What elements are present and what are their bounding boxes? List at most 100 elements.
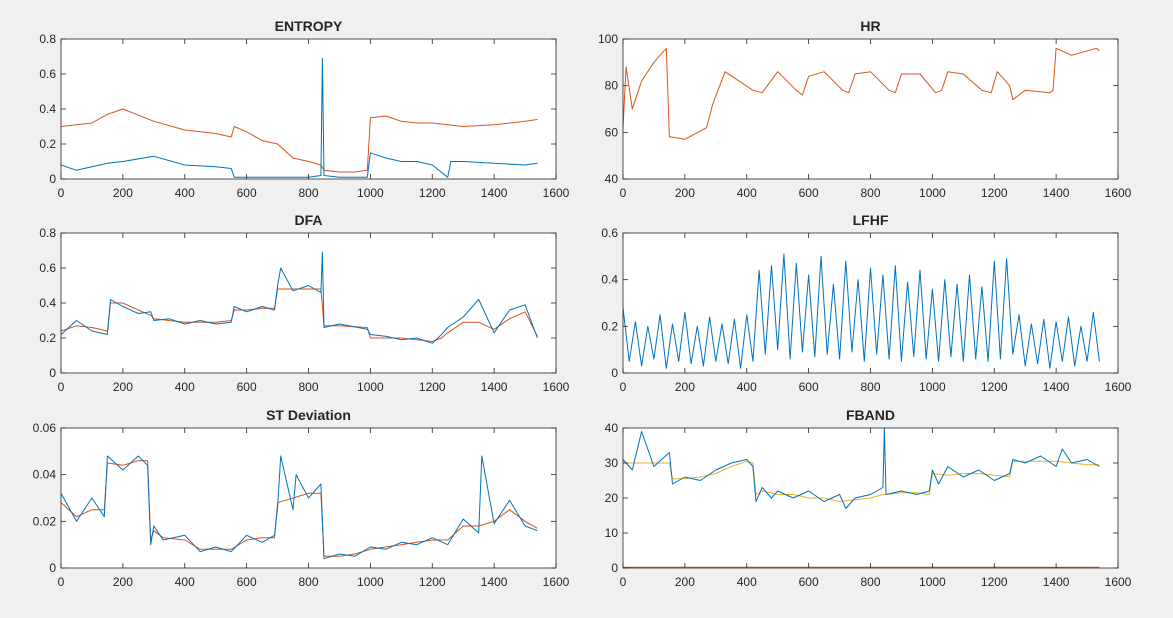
entropy-x-tick-label: 200 [113,186,133,200]
dfa-x-tick-label: 200 [113,380,133,394]
lfhf-x-tick-label: 1200 [981,380,1008,394]
entropy-y-tick-label: 0 [49,172,56,186]
entropy-x-tick-label: 800 [298,186,318,200]
hr-x-tick-label: 1400 [1043,186,1070,200]
st-deviation-x-tick-label: 800 [298,575,318,589]
st-deviation-y-tick-label: 0.06 [33,421,57,435]
entropy-x-tick-label: 400 [175,186,195,200]
hr-axes: 0 200 400 600 800 1000 1200 1400 1600 40 60 80 100 HR [598,18,1132,200]
entropy-title: ENTROPY [275,18,343,34]
dfa-x-tick-label: 1600 [543,380,570,394]
lfhf-axes: 0 200 400 600 800 1000 1200 1400 1600 0 0.2 0.4 0.6 L… [601,212,1131,394]
dfa-y-tick-label: 0.2 [39,331,56,345]
fband-y-tick-label: 20 [605,491,619,505]
fband-x-tick-label: 400 [737,575,757,589]
entropy-x-tick-label: 600 [237,186,257,200]
st-deviation-x-tick-label: 400 [175,575,195,589]
dfa-plot-area [61,233,556,373]
dfa-series-2-line [61,251,538,344]
hr-x-tick-label: 1200 [981,186,1008,200]
entropy-y-tick-label: 0.8 [39,32,56,46]
hr-x-tick-label: 600 [799,186,819,200]
dfa-y-tick-label: 0.4 [39,296,56,310]
fband-x-tick-label: 0 [620,575,627,589]
entropy-x-tick-label: 1000 [357,186,384,200]
lfhf-x-tick-label: 1400 [1043,380,1070,394]
dfa-x-tick-label: 1400 [481,380,508,394]
lfhf-x-tick-label: 1600 [1105,380,1132,394]
entropy-plot-area [61,39,556,179]
hr-y-tick-label: 60 [605,125,619,139]
hr-x-tick-label: 0 [620,186,627,200]
hr-x-tick-label: 200 [675,186,695,200]
lfhf-series-1-line [623,253,1100,369]
fband-y-tick-label: 40 [605,421,619,435]
fband-x-tick-label: 1600 [1105,575,1132,589]
hr-x-tick-label: 1000 [919,186,946,200]
entropy-x-tick-label: 1600 [543,186,570,200]
dfa-title: DFA [295,212,323,228]
st-deviation-y-tick-label: 0.02 [33,514,57,528]
st-deviation-series-2-line [61,455,538,560]
hr-y-tick-label: 80 [605,79,619,93]
dfa-axes: 0 200 400 600 800 1000 1200 1400 1600 0 0.2 0.4 0.6 0… [39,212,569,394]
dfa-x-tick-label: 800 [298,380,318,394]
dfa-x-tick-label: 600 [237,380,257,394]
lfhf-x-tick-label: 800 [860,380,880,394]
fband-x-tick-label: 200 [675,575,695,589]
st-deviation-x-tick-label: 1400 [481,575,508,589]
st-deviation-x-tick-label: 1600 [543,575,570,589]
entropy-axes: 0 200 400 600 800 1000 1200 1400 1600 0 0.2 0.4 0.6 0… [39,18,569,200]
lfhf-x-tick-label: 400 [737,380,757,394]
lfhf-y-tick-label: 0.4 [601,273,618,287]
lfhf-y-tick-label: 0.2 [601,319,618,333]
lfhf-x-tick-label: 0 [620,380,627,394]
entropy-y-tick-label: 0.4 [39,102,56,116]
fband-x-tick-label: 1000 [919,575,946,589]
lfhf-series-group [623,253,1100,369]
st-deviation-x-tick-label: 0 [58,575,65,589]
fband-series-3-line [623,428,1100,509]
dfa-y-tick-label: 0.8 [39,226,56,240]
dfa-x-tick-label: 0 [58,380,65,394]
entropy-x-tick-label: 1400 [481,186,508,200]
fband-x-tick-label: 800 [860,575,880,589]
fband-x-tick-label: 600 [799,575,819,589]
fband-axes: 0 200 400 600 800 1000 1200 1400 1600 0 10 20 30 40 FB… [605,407,1132,589]
dfa-x-tick-label: 1200 [419,380,446,394]
st-deviation-y-tick-label: 0.04 [33,468,57,482]
dfa-y-tick-label: 0.6 [39,261,56,275]
st-deviation-x-tick-label: 1000 [357,575,384,589]
fband-y-tick-label: 0 [611,561,618,575]
hr-x-tick-label: 400 [737,186,757,200]
fband-y-tick-label: 30 [605,456,619,470]
hr-x-tick-label: 800 [860,186,880,200]
entropy-series-2-line [61,57,538,178]
entropy-x-tick-label: 0 [58,186,65,200]
lfhf-title: LFHF [853,212,889,228]
hr-series-group [623,47,1100,140]
hr-y-tick-label: 100 [598,32,618,46]
dfa-y-tick-label: 0 [49,366,56,380]
fband-title: FBAND [846,407,895,423]
dfa-x-tick-label: 400 [175,380,195,394]
lfhf-plot-area [623,233,1118,373]
st-deviation-title: ST Deviation [266,407,351,423]
fband-x-tick-label: 1200 [981,575,1008,589]
st-deviation-series-group [61,455,538,560]
dfa-series-1-line [61,288,538,342]
fband-y-tick-label: 10 [605,526,619,540]
hr-x-tick-label: 1600 [1105,186,1132,200]
fband-series-group [623,428,1100,568]
entropy-y-tick-label: 0.6 [39,67,56,81]
hr-plot-area [623,39,1118,179]
st-deviation-x-tick-label: 600 [237,575,257,589]
dfa-x-tick-label: 1000 [357,380,384,394]
lfhf-y-tick-label: 0 [611,366,618,380]
hr-series-1-line [623,47,1100,140]
st-deviation-y-tick-label: 0 [49,561,56,575]
lfhf-x-tick-label: 600 [799,380,819,394]
lfhf-x-tick-label: 1000 [919,380,946,394]
entropy-y-tick-label: 0.2 [39,137,56,151]
